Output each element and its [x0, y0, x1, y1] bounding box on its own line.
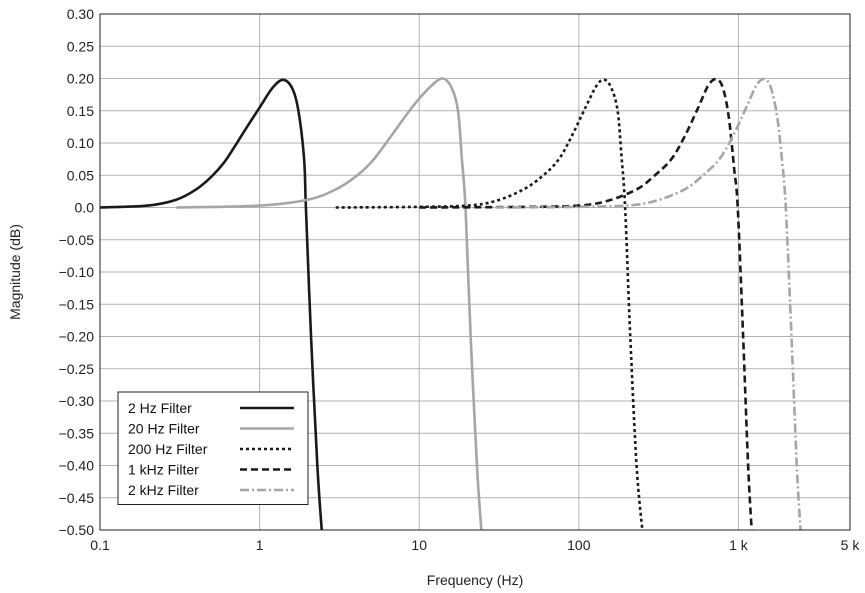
series-20-hz-filter	[176, 77, 483, 531]
series-200-hz-filter	[335, 78, 644, 531]
legend: 2 Hz Filter 20 Hz Filter 200 Hz Filter 1 kH…	[117, 391, 309, 505]
y-tick-label: −0.30	[59, 393, 95, 409]
x-tick-label: 5 k	[841, 537, 861, 553]
legend-label: 20 Hz Filter	[128, 421, 200, 437]
series-line	[99, 78, 324, 531]
series-1-khz-filter	[419, 77, 753, 531]
x-tick-label: 100	[567, 537, 591, 553]
y-tick-label: 0.20	[67, 71, 94, 87]
y-tick-label: −0.10	[59, 264, 95, 280]
y-tick-label: −0.05	[59, 232, 95, 248]
series-line	[176, 77, 483, 531]
x-tick-label: 1 k	[729, 537, 749, 553]
legend-item: 20 Hz Filter	[128, 421, 294, 437]
x-tick-label: 1	[256, 537, 264, 553]
y-tick-label: −0.25	[59, 361, 95, 377]
legend-item: 2 Hz Filter	[128, 400, 294, 416]
legend-label: 200 Hz Filter	[128, 441, 208, 457]
grid-lines	[99, 13, 851, 531]
y-tick-label: 0.15	[67, 103, 94, 119]
data-series	[99, 77, 802, 531]
legend-label: 2 kHz Filter	[128, 482, 199, 498]
y-tick-label: 0.10	[67, 135, 94, 151]
tick-labels: 0.30 0.25 0.20 0.15 0.10 0.05 0.0 −0.05 −0.10 −0.…	[59, 6, 861, 553]
legend-label: 2 Hz Filter	[128, 400, 192, 416]
plot-frame	[99, 13, 851, 531]
legend-item: 200 Hz Filter	[128, 441, 294, 457]
series-line	[419, 77, 753, 531]
y-tick-label: −0.15	[59, 296, 95, 312]
series-line	[335, 78, 644, 531]
x-tick-label: 10	[411, 537, 427, 553]
series-2-hz-filter	[99, 78, 324, 531]
y-tick-label: 0.30	[67, 6, 94, 22]
y-tick-label: 0.25	[67, 38, 94, 54]
x-axis-title: Frequency (Hz)	[427, 572, 523, 588]
y-tick-label: −0.40	[59, 458, 95, 474]
y-tick-label: −0.45	[59, 490, 95, 506]
legend-item: 1 kHz Filter	[128, 462, 294, 478]
legend-item: 2 kHz Filter	[128, 482, 294, 498]
y-tick-label: −0.50	[59, 522, 95, 538]
y-tick-label: −0.20	[59, 329, 95, 345]
series-2-khz-filter	[495, 77, 802, 531]
y-tick-label: 0.0	[75, 200, 95, 216]
y-tick-label: 0.05	[67, 167, 94, 183]
y-tick-label: −0.35	[59, 425, 95, 441]
x-tick-label: 0.1	[90, 537, 110, 553]
series-line	[495, 77, 802, 531]
legend-label: 1 kHz Filter	[128, 462, 199, 478]
y-axis-title: Magnitude (dB)	[7, 224, 23, 320]
